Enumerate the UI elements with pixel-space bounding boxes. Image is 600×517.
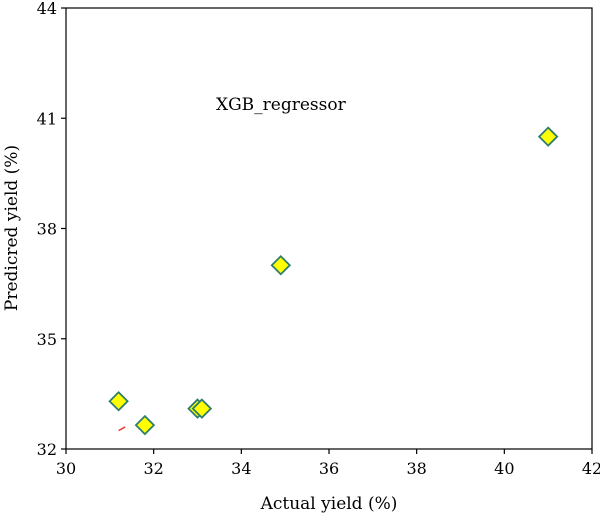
- x-tick-label: 42: [582, 459, 600, 478]
- y-tick-label: 41: [37, 109, 57, 128]
- x-tick-label: 40: [494, 459, 514, 478]
- x-tick-label: 32: [143, 459, 163, 478]
- y-axis-ticks: 32 35 38 41 44: [37, 0, 66, 459]
- y-tick-label: 44: [37, 0, 57, 18]
- x-tick-label: 38: [406, 459, 426, 478]
- model-annotation: XGB_regressor: [216, 95, 347, 115]
- data-point: [134, 414, 156, 436]
- reference-line: [118, 426, 126, 432]
- x-tick-label: 36: [319, 459, 339, 478]
- y-tick-label: 35: [37, 330, 57, 349]
- reference-line-group: [118, 426, 126, 432]
- x-tick-label: 34: [231, 459, 251, 478]
- y-tick-label: 38: [37, 220, 57, 239]
- data-point: [108, 390, 129, 412]
- data-point: [191, 398, 213, 419]
- data-point: [270, 254, 292, 276]
- y-axis-title: Predicred yield (%): [2, 145, 22, 311]
- plot-area: [65, 7, 593, 450]
- plot-frame: [65, 7, 593, 450]
- x-axis-title: Actual yield (%): [260, 494, 398, 514]
- data-points: [108, 126, 559, 436]
- x-axis-ticks: 30 32 34 36 38 40 42: [56, 449, 600, 478]
- x-tick-label: 30: [56, 459, 76, 478]
- data-point: [537, 126, 559, 147]
- y-tick-label: 32: [37, 440, 57, 459]
